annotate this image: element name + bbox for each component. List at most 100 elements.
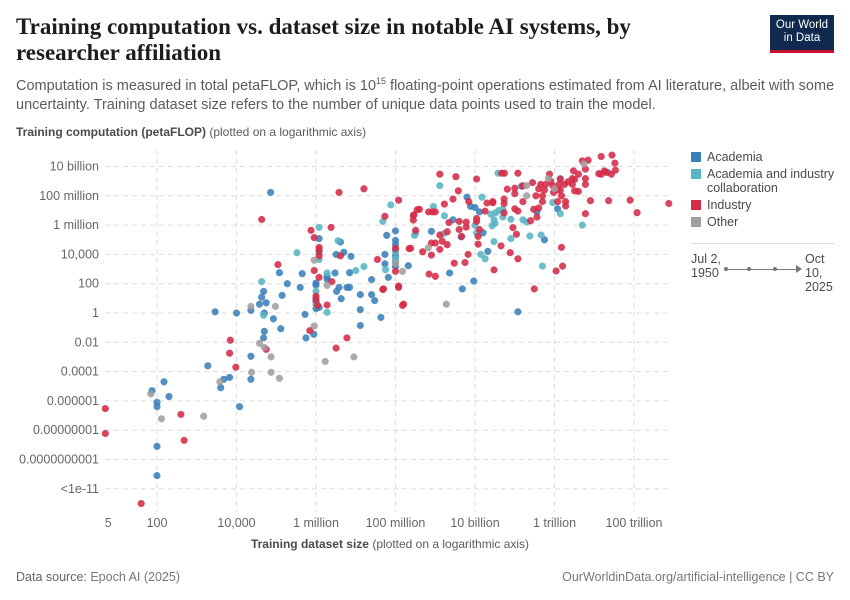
data-point-industry[interactable] xyxy=(490,266,498,274)
data-point-other[interactable] xyxy=(550,185,559,193)
data-point-other[interactable] xyxy=(523,181,531,190)
data-point-academia[interactable] xyxy=(153,471,161,480)
data-point-industry[interactable] xyxy=(633,209,641,217)
data-point-academia[interactable] xyxy=(247,352,255,360)
data-point-industry[interactable] xyxy=(553,197,562,206)
data-point-industry[interactable] xyxy=(552,267,560,275)
data-point-academia[interactable] xyxy=(470,277,478,285)
data-point-academia-and-industry-collaboration[interactable] xyxy=(323,308,331,317)
data-point-academia[interactable] xyxy=(266,188,275,197)
data-point-other[interactable] xyxy=(247,368,256,376)
data-point-industry[interactable] xyxy=(595,170,603,178)
data-point-industry[interactable] xyxy=(310,266,318,275)
data-point-academia[interactable] xyxy=(356,290,364,299)
data-point-industry[interactable] xyxy=(519,197,527,206)
data-point-industry[interactable] xyxy=(475,225,484,234)
data-point-industry[interactable] xyxy=(454,187,462,195)
data-point-industry[interactable] xyxy=(399,300,408,308)
data-point-academia[interactable] xyxy=(345,283,354,292)
data-point-industry[interactable] xyxy=(455,217,463,226)
data-point-industry[interactable] xyxy=(503,185,511,193)
data-point-academia[interactable] xyxy=(356,321,364,330)
data-point-other[interactable] xyxy=(391,259,400,267)
data-point-academia-and-industry-collaboration[interactable] xyxy=(477,250,485,259)
data-point-industry[interactable] xyxy=(626,196,634,204)
data-point-industry[interactable] xyxy=(137,499,145,508)
data-point-industry[interactable] xyxy=(180,436,188,445)
data-point-industry[interactable] xyxy=(410,211,418,219)
data-point-academia[interactable] xyxy=(298,270,306,278)
data-point-industry[interactable] xyxy=(450,259,458,267)
data-point-industry[interactable] xyxy=(558,262,567,270)
data-point-academia-and-industry-collaboration[interactable] xyxy=(258,277,266,286)
data-point-industry[interactable] xyxy=(101,404,109,413)
data-point-academia[interactable] xyxy=(367,290,376,299)
data-point-academia-and-industry-collaboration[interactable] xyxy=(334,237,342,245)
data-point-academia[interactable] xyxy=(165,392,173,401)
data-point-academia[interactable] xyxy=(269,315,278,323)
data-point-industry[interactable] xyxy=(509,223,517,232)
data-point-academia[interactable] xyxy=(275,269,284,277)
data-point-academia-and-industry-collaboration[interactable] xyxy=(440,212,449,220)
data-point-academia-and-industry-collaboration[interactable] xyxy=(538,262,547,270)
data-point-other[interactable] xyxy=(200,412,208,420)
data-point-academia[interactable] xyxy=(278,291,286,300)
data-point-other[interactable] xyxy=(271,302,280,311)
data-point-academia[interactable] xyxy=(283,280,291,288)
data-point-industry[interactable] xyxy=(574,170,583,178)
data-point-industry[interactable] xyxy=(526,217,535,225)
data-point-industry[interactable] xyxy=(604,197,613,205)
data-point-industry[interactable] xyxy=(489,197,497,206)
data-point-academia[interactable] xyxy=(404,262,412,270)
data-point-academia-and-industry-collaboration[interactable] xyxy=(556,210,564,218)
data-point-industry[interactable] xyxy=(602,168,610,176)
data-point-academia[interactable] xyxy=(367,275,376,284)
data-point-academia[interactable] xyxy=(204,362,212,370)
data-point-industry[interactable] xyxy=(472,217,481,226)
owid-logo[interactable]: Our World in Data xyxy=(770,15,834,53)
data-point-academia[interactable] xyxy=(347,252,355,261)
data-point-other[interactable] xyxy=(310,322,318,330)
data-point-industry[interactable] xyxy=(332,344,340,352)
data-point-academia[interactable] xyxy=(391,227,400,235)
data-point-other[interactable] xyxy=(310,256,318,264)
data-point-industry[interactable] xyxy=(438,237,446,245)
data-point-industry[interactable] xyxy=(307,226,315,234)
data-point-academia[interactable] xyxy=(211,308,219,316)
data-point-other[interactable] xyxy=(147,390,155,398)
data-point-industry[interactable] xyxy=(177,410,185,419)
data-point-industry[interactable] xyxy=(535,185,543,193)
data-point-industry[interactable] xyxy=(665,199,673,208)
data-point-academia[interactable] xyxy=(377,313,385,322)
data-point-academia-and-industry-collaboration[interactable] xyxy=(387,201,395,209)
data-point-academia[interactable] xyxy=(296,283,304,292)
data-point-academia-and-industry-collaboration[interactable] xyxy=(478,193,486,201)
data-point-industry[interactable] xyxy=(313,301,322,310)
data-point-other[interactable] xyxy=(350,353,358,361)
data-point-other[interactable] xyxy=(544,174,552,183)
source-link[interactable]: OurWorldinData.org/artificial-intelligen… xyxy=(562,570,834,584)
data-point-other[interactable] xyxy=(216,378,224,386)
data-point-industry[interactable] xyxy=(394,196,403,204)
data-point-industry[interactable] xyxy=(418,248,427,256)
data-point-academia[interactable] xyxy=(356,305,364,314)
data-point-academia[interactable] xyxy=(383,231,391,239)
data-point-academia-and-industry-collaboration[interactable] xyxy=(578,221,586,229)
data-point-other[interactable] xyxy=(323,281,331,290)
data-point-industry[interactable] xyxy=(232,363,240,371)
data-point-academia[interactable] xyxy=(484,247,492,256)
data-point-industry[interactable] xyxy=(327,223,335,232)
data-point-industry[interactable] xyxy=(310,233,318,242)
data-point-academia[interactable] xyxy=(371,296,379,305)
data-point-industry[interactable] xyxy=(411,226,420,234)
data-point-industry[interactable] xyxy=(226,336,234,344)
data-point-industry[interactable] xyxy=(323,301,331,309)
data-point-industry[interactable] xyxy=(315,252,323,260)
data-point-academia[interactable] xyxy=(258,293,266,301)
data-point-academia-and-industry-collaboration[interactable] xyxy=(381,266,390,274)
data-point-academia[interactable] xyxy=(232,309,241,317)
data-point-other[interactable] xyxy=(157,415,166,423)
data-point-industry[interactable] xyxy=(406,244,415,252)
data-point-academia-and-industry-collaboration[interactable] xyxy=(323,269,331,277)
data-point-other[interactable] xyxy=(260,343,268,352)
